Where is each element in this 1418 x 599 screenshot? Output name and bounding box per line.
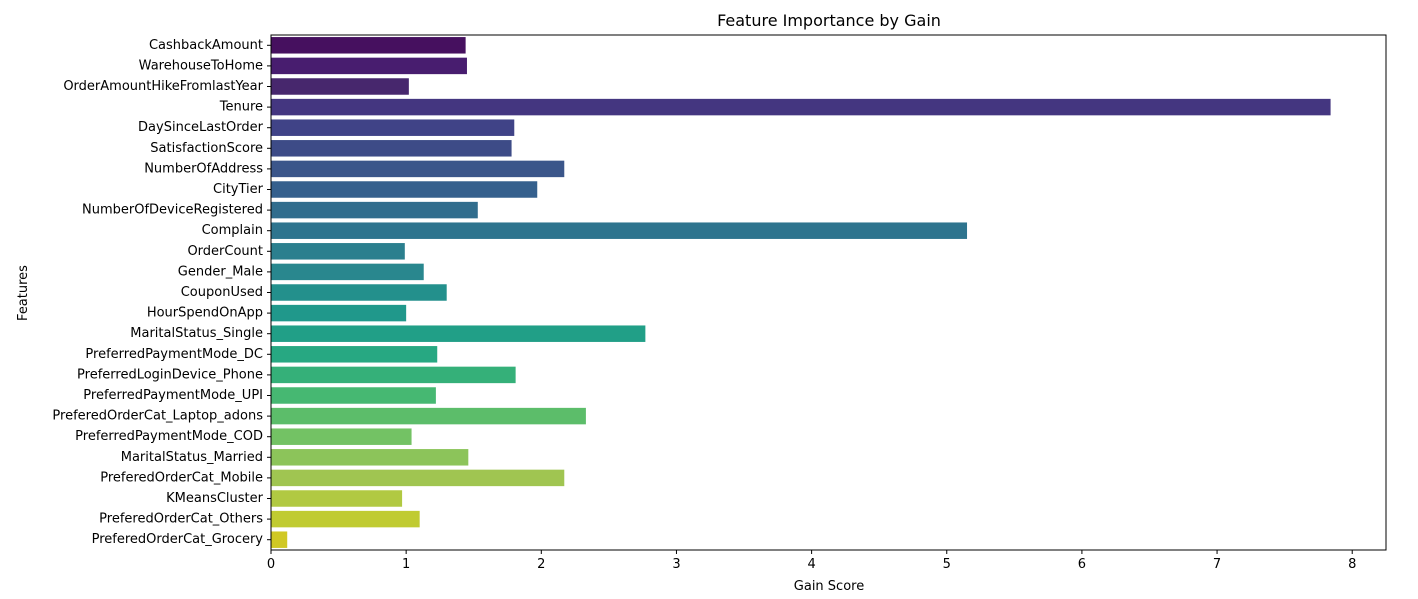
axes-frame [270, 34, 1387, 551]
bar [271, 449, 469, 466]
plot-area: CashbackAmount WarehouseToHome OrderAmount… [52, 34, 1387, 572]
x-tick-label: 0 [267, 557, 275, 572]
bar [271, 304, 407, 322]
bar [271, 181, 538, 198]
y-tick-label: CouponUsed [181, 285, 263, 300]
bar [271, 140, 512, 157]
bar [271, 325, 646, 342]
x-axis-label: Gain Score [794, 579, 864, 594]
y-tick-label: OrderCount [187, 244, 263, 259]
bar [271, 469, 565, 487]
bar [271, 263, 424, 281]
y-tick-label: PreferredLoginDevice_Phone [77, 367, 263, 382]
bar [271, 407, 586, 425]
bar [271, 37, 466, 54]
y-tick-label: PreferedOrderCat_Mobile [100, 470, 263, 485]
y-tick-label: MaritalStatus_Married [121, 450, 263, 465]
x-tick-label: 7 [1213, 557, 1221, 572]
y-tick-label: NumberOfDeviceRegistered [82, 203, 263, 218]
bar [271, 57, 467, 75]
bar [271, 531, 288, 548]
y-tick-label: KMeansCluster [166, 491, 264, 506]
x-tick-label: 3 [672, 557, 680, 572]
bar [271, 98, 1331, 116]
y-tick-label: WarehouseToHome [139, 58, 263, 73]
bar [271, 387, 436, 404]
bar [271, 428, 412, 445]
y-tick-label: NumberOfAddress [144, 161, 263, 176]
y-tick-label: PreferedOrderCat_Others [99, 512, 263, 527]
bar [271, 222, 968, 239]
y-tick-label: PreferredPaymentMode_DC [85, 347, 263, 362]
bar [271, 119, 515, 136]
bar [271, 346, 438, 363]
x-tick-label: 2 [537, 557, 545, 572]
y-tick-label: DaySinceLastOrder [138, 120, 264, 135]
y-tick-label: Complain [202, 223, 263, 238]
chart-title: Feature Importance by Gain [717, 11, 941, 30]
y-tick-label: Tenure [219, 100, 263, 115]
y-tick-label: PreferredPaymentMode_UPI [83, 388, 263, 403]
bar [271, 160, 565, 178]
y-tick-label: CashbackAmount [149, 38, 263, 53]
x-tick-label: 4 [807, 557, 815, 572]
x-tick-label: 1 [402, 557, 410, 572]
bar [271, 366, 516, 384]
bar [271, 78, 409, 95]
bar [271, 510, 420, 528]
y-tick-label: CityTier [213, 182, 264, 197]
bar [271, 490, 403, 507]
y-tick-label: PreferedOrderCat_Grocery [92, 532, 264, 547]
x-tick-label: 8 [1348, 557, 1356, 572]
bar [271, 201, 478, 219]
y-tick-label: HourSpendOnApp [147, 306, 263, 321]
y-tick-label: MaritalStatus_Single [130, 326, 263, 341]
x-tick-label: 5 [943, 557, 951, 572]
x-tick-label: 6 [1078, 557, 1086, 572]
y-tick-label: PreferredPaymentMode_COD [75, 429, 263, 444]
y-axis-label: Features [16, 265, 31, 321]
bar [271, 243, 405, 260]
y-tick-label: PreferedOrderCat_Laptop_adons [52, 409, 263, 424]
y-tick-label: OrderAmountHikeFromlastYear [63, 79, 263, 94]
y-tick-label: SatisfactionScore [150, 141, 263, 156]
bar [271, 284, 447, 301]
y-tick-label: Gender_Male [178, 264, 263, 279]
